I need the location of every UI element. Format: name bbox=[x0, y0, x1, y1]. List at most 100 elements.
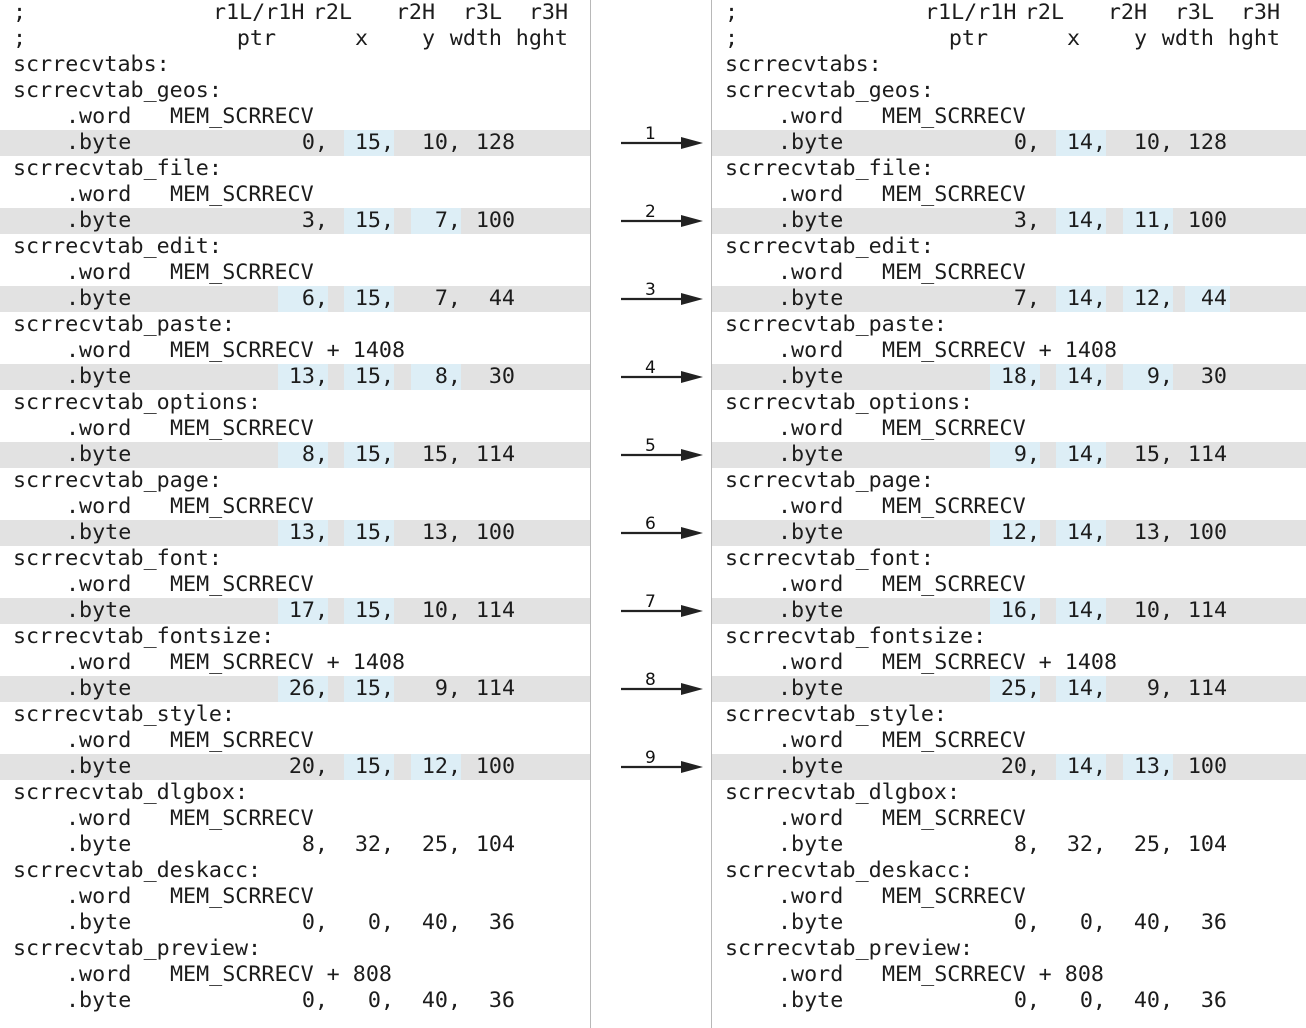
entry-label: scrrecvtab_geos: bbox=[725, 78, 934, 103]
byte-line: .byte 3, 14, 11, 100 bbox=[712, 208, 1306, 234]
byte-line: .byte 8, 32, 25, 104 bbox=[712, 832, 1306, 858]
byte-value: 32, bbox=[354, 832, 394, 857]
word-operand: MEM_SCRRECV + 1408 bbox=[170, 338, 406, 363]
byte-directive: .byte bbox=[778, 988, 844, 1013]
byte-value: 25, bbox=[1000, 676, 1040, 701]
byte-value: 36 bbox=[1200, 988, 1227, 1013]
entry-label: scrrecvtab_file: bbox=[725, 156, 934, 181]
byte-value: 15, bbox=[1133, 442, 1173, 467]
changed-value-highlight bbox=[990, 598, 1040, 624]
change-arrow: 1 bbox=[621, 124, 703, 156]
changed-value-highlight bbox=[990, 676, 1040, 702]
byte-value: 15, bbox=[354, 598, 394, 623]
word-line: .word MEM_SCRRECV bbox=[0, 728, 590, 754]
byte-value: 114 bbox=[475, 598, 515, 623]
byte-value: 15, bbox=[354, 676, 394, 701]
changed-value-highlight bbox=[278, 364, 328, 390]
column-header: wdth bbox=[449, 26, 502, 51]
byte-directive: .byte bbox=[778, 208, 844, 233]
column-header: ptr bbox=[236, 26, 276, 51]
comment-semicolon: ; bbox=[725, 26, 739, 51]
byte-value: 10, bbox=[421, 130, 461, 155]
entry-label-line: scrrecvtab_edit: bbox=[0, 234, 590, 260]
word-directive: .word bbox=[778, 338, 844, 363]
changed-value-highlight bbox=[1056, 208, 1106, 234]
changed-value-highlight bbox=[344, 520, 394, 546]
entry-label-line: scrrecvtab_edit: bbox=[712, 234, 1306, 260]
byte-value: 100 bbox=[475, 520, 515, 545]
word-line: .word MEM_SCRRECV bbox=[712, 884, 1306, 910]
byte-value: 14, bbox=[1066, 520, 1106, 545]
byte-value: 32, bbox=[1066, 832, 1106, 857]
byte-value: 11, bbox=[1133, 208, 1173, 233]
column-header: wdth bbox=[1161, 26, 1214, 51]
byte-value: 20, bbox=[288, 754, 328, 779]
word-line: .word MEM_SCRRECV bbox=[712, 806, 1306, 832]
change-arrow: 3 bbox=[621, 280, 703, 312]
arrow-right-icon bbox=[621, 137, 703, 149]
change-arrow: 4 bbox=[621, 358, 703, 390]
changed-value-highlight bbox=[278, 286, 328, 312]
byte-value: 9, bbox=[1013, 442, 1040, 467]
byte-value: 0, bbox=[1013, 910, 1040, 935]
left-code-pane: ; r1L/r1H r2L r2H r3L r3H; ptr x y wdth hght scrrec… bbox=[0, 0, 590, 1028]
byte-line: .byte 16, 14, 10, 114 bbox=[712, 598, 1306, 624]
entry-label-line: scrrecvtab_font: bbox=[0, 546, 590, 572]
change-arrow: 5 bbox=[621, 436, 703, 468]
change-arrow: 7 bbox=[621, 592, 703, 624]
word-line: .word MEM_SCRRECV bbox=[712, 728, 1306, 754]
word-directive: .word bbox=[778, 728, 844, 753]
word-directive: .word bbox=[66, 494, 132, 519]
word-line: .word MEM_SCRRECV bbox=[0, 104, 590, 130]
entry-label: scrrecvtab_deskacc: bbox=[725, 858, 974, 883]
byte-line: .byte 26, 15, 9, 114 bbox=[0, 676, 590, 702]
byte-value: 13, bbox=[421, 520, 461, 545]
byte-value: 8, bbox=[301, 832, 328, 857]
entry-label: scrrecvtab_options: bbox=[13, 390, 262, 415]
word-operand: MEM_SCRRECV bbox=[170, 416, 314, 441]
byte-directive: .byte bbox=[66, 832, 132, 857]
byte-value: 30 bbox=[1200, 364, 1227, 389]
entry-label: scrrecvtab_style: bbox=[13, 702, 235, 727]
word-operand: MEM_SCRRECV bbox=[882, 182, 1026, 207]
entry-label: scrrecvtab_paste: bbox=[725, 312, 947, 337]
changed-value-highlight bbox=[411, 364, 461, 390]
word-directive: .word bbox=[778, 260, 844, 285]
column-header: y bbox=[1133, 26, 1147, 51]
byte-value: 128 bbox=[475, 130, 515, 155]
byte-line: .byte 6, 15, 7, 44 bbox=[0, 286, 590, 312]
byte-value: 15, bbox=[354, 520, 394, 545]
byte-value: 104 bbox=[475, 832, 515, 857]
word-operand: MEM_SCRRECV bbox=[170, 494, 314, 519]
byte-value: 14, bbox=[1066, 286, 1106, 311]
byte-value: 15, bbox=[354, 286, 394, 311]
entry-label-line: scrrecvtab_paste: bbox=[0, 312, 590, 338]
word-line: .word MEM_SCRRECV bbox=[0, 806, 590, 832]
change-arrow: 2 bbox=[621, 202, 703, 234]
arrow-number: 4 bbox=[645, 358, 656, 378]
word-directive: .word bbox=[66, 728, 132, 753]
entry-label-line: scrrecvtab_dlgbox: bbox=[712, 780, 1306, 806]
byte-value: 13, bbox=[288, 520, 328, 545]
changed-value-highlight bbox=[1123, 286, 1173, 312]
byte-value: 18, bbox=[1000, 364, 1040, 389]
entry-label: scrrecvtab_preview: bbox=[13, 936, 262, 961]
arrow-right-icon bbox=[621, 449, 703, 461]
byte-value: 100 bbox=[475, 208, 515, 233]
entry-label: scrrecvtab_file: bbox=[13, 156, 222, 181]
column-header: r3L bbox=[462, 0, 502, 25]
word-operand: MEM_SCRRECV + 808 bbox=[170, 962, 392, 987]
byte-value: 25, bbox=[421, 832, 461, 857]
changed-value-highlight bbox=[1056, 364, 1106, 390]
change-arrow: 8 bbox=[621, 670, 703, 702]
word-operand: MEM_SCRRECV bbox=[882, 416, 1026, 441]
byte-directive: .byte bbox=[778, 130, 844, 155]
byte-value: 16, bbox=[1000, 598, 1040, 623]
word-operand: MEM_SCRRECV bbox=[170, 260, 314, 285]
entry-label: scrrecvtab_dlgbox: bbox=[13, 780, 249, 805]
byte-value: 0, bbox=[301, 130, 328, 155]
word-operand: MEM_SCRRECV bbox=[882, 572, 1026, 597]
word-operand: MEM_SCRRECV + 808 bbox=[882, 962, 1104, 987]
word-line: .word MEM_SCRRECV bbox=[712, 182, 1306, 208]
change-arrows-column: 1 2 3 4 5 6 7 8 9 bbox=[591, 0, 711, 1028]
